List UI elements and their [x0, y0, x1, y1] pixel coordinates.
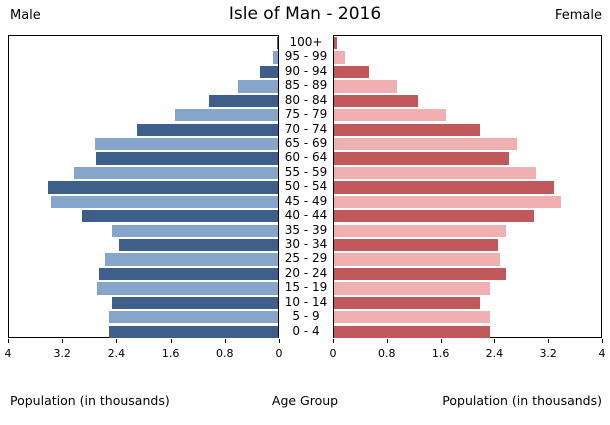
age-label-column: 100+ 95 - 99 90 - 94 85 - 89 80 - 84 75 - 79 7…: [279, 35, 333, 338]
male-plot-area: [8, 35, 279, 338]
male-bar: [237, 80, 278, 93]
age-group-label: 55 - 59: [284, 164, 328, 179]
tick-mark: [386, 339, 388, 343]
tick-mark: [116, 339, 118, 343]
tick-label: 0: [329, 347, 337, 360]
female-bar: [334, 195, 561, 208]
male-bar: [96, 152, 278, 165]
female-bar: [334, 267, 507, 281]
male-axis-label: Population (in thousands): [10, 393, 170, 408]
age-group-label: 20 - 24: [284, 265, 328, 280]
female-bar: [334, 109, 447, 122]
tick-mark: [8, 339, 9, 343]
tick-label: 2.4: [485, 347, 504, 360]
age-group-label: 30 - 34: [284, 237, 328, 251]
tick-mark: [602, 339, 603, 343]
male-bar: [136, 123, 278, 136]
tick-mark: [170, 339, 172, 343]
age-group-label: 85 - 89: [284, 78, 328, 93]
chart-title: Isle of Man - 2016: [228, 4, 382, 24]
age-group-label: 5 - 9: [292, 309, 320, 324]
male-bar: [175, 109, 278, 122]
tick-label: 3.2: [53, 347, 71, 360]
age-group-label: 65 - 69: [284, 136, 328, 150]
male-bar: [119, 239, 278, 252]
tick-label: 1.6: [431, 347, 450, 360]
age-group-label: 100+: [289, 35, 323, 49]
male-bar: [104, 253, 278, 266]
male-bar: [50, 195, 278, 208]
male-bar: [48, 181, 278, 194]
age-group-label: 60 - 64: [284, 150, 328, 165]
tick-mark: [494, 339, 496, 343]
male-bar: [109, 311, 278, 324]
male-bar: [109, 325, 278, 338]
age-group-label: 25 - 29: [284, 251, 328, 266]
tick-label: 4: [598, 347, 606, 360]
age-group-label: 75 - 79: [284, 107, 328, 122]
female-bar: [334, 123, 481, 136]
tick-mark: [333, 339, 334, 343]
tick-label: 0.8: [378, 347, 396, 360]
tick-label: 1.6: [161, 347, 180, 360]
male-bar: [95, 138, 278, 151]
male-bar: [81, 210, 278, 223]
female-bar: [334, 37, 338, 50]
male-side-label: Male: [10, 8, 41, 23]
age-group-label: 95 - 99: [284, 49, 328, 64]
tick-mark: [62, 339, 64, 343]
female-bar: [334, 311, 491, 324]
female-bar: [334, 138, 517, 151]
age-group-label: 90 - 94: [284, 63, 328, 78]
male-bar: [99, 267, 278, 281]
tick-label: 2.4: [107, 347, 126, 360]
male-bar: [209, 94, 278, 107]
female-bar: [334, 80, 397, 93]
age-group-label: 45 - 49: [284, 193, 328, 208]
age-group-label: 40 - 44: [284, 208, 328, 223]
age-group-label: 0 - 4: [292, 323, 320, 338]
tick-mark: [548, 339, 550, 343]
female-bar: [334, 253, 501, 266]
tick-label: 0: [275, 347, 283, 360]
age-group-label: 80 - 84: [284, 92, 328, 107]
female-bar: [334, 94, 419, 107]
age-group-label: 15 - 19: [284, 280, 328, 295]
age-group-label: 10 - 14: [284, 294, 328, 309]
female-bar: [334, 65, 369, 79]
tick-mark: [279, 339, 280, 343]
female-bar: [334, 210, 534, 223]
female-axis-label: Population (in thousands): [442, 393, 602, 408]
female-plot-area: [333, 35, 602, 338]
male-bar: [97, 282, 278, 295]
tick-label: 0.8: [216, 347, 234, 360]
age-group-axis-label: Age Group: [271, 393, 339, 408]
tick-label: 4: [4, 347, 12, 360]
female-bar: [334, 296, 481, 309]
male-bar: [276, 37, 278, 50]
tick-mark: [224, 339, 226, 343]
tick-mark: [440, 339, 442, 343]
tick-label: 3.2: [539, 347, 557, 360]
female-bar: [334, 51, 345, 64]
male-bar: [272, 51, 278, 64]
male-bar: [259, 65, 278, 79]
female-bar: [334, 181, 555, 194]
female-side-label: Female: [554, 8, 602, 23]
male-bar: [111, 296, 278, 309]
female-bar: [334, 224, 507, 237]
male-bar: [111, 224, 278, 237]
age-group-label: 70 - 74: [284, 121, 328, 136]
female-bar: [334, 152, 509, 165]
female-bar: [334, 166, 537, 180]
male-bar: [73, 166, 278, 180]
female-bar: [334, 325, 491, 338]
female-bar: [334, 239, 498, 252]
age-group-label: 50 - 54: [284, 179, 328, 194]
female-bar: [334, 282, 490, 295]
age-group-label: 35 - 39: [284, 222, 328, 237]
